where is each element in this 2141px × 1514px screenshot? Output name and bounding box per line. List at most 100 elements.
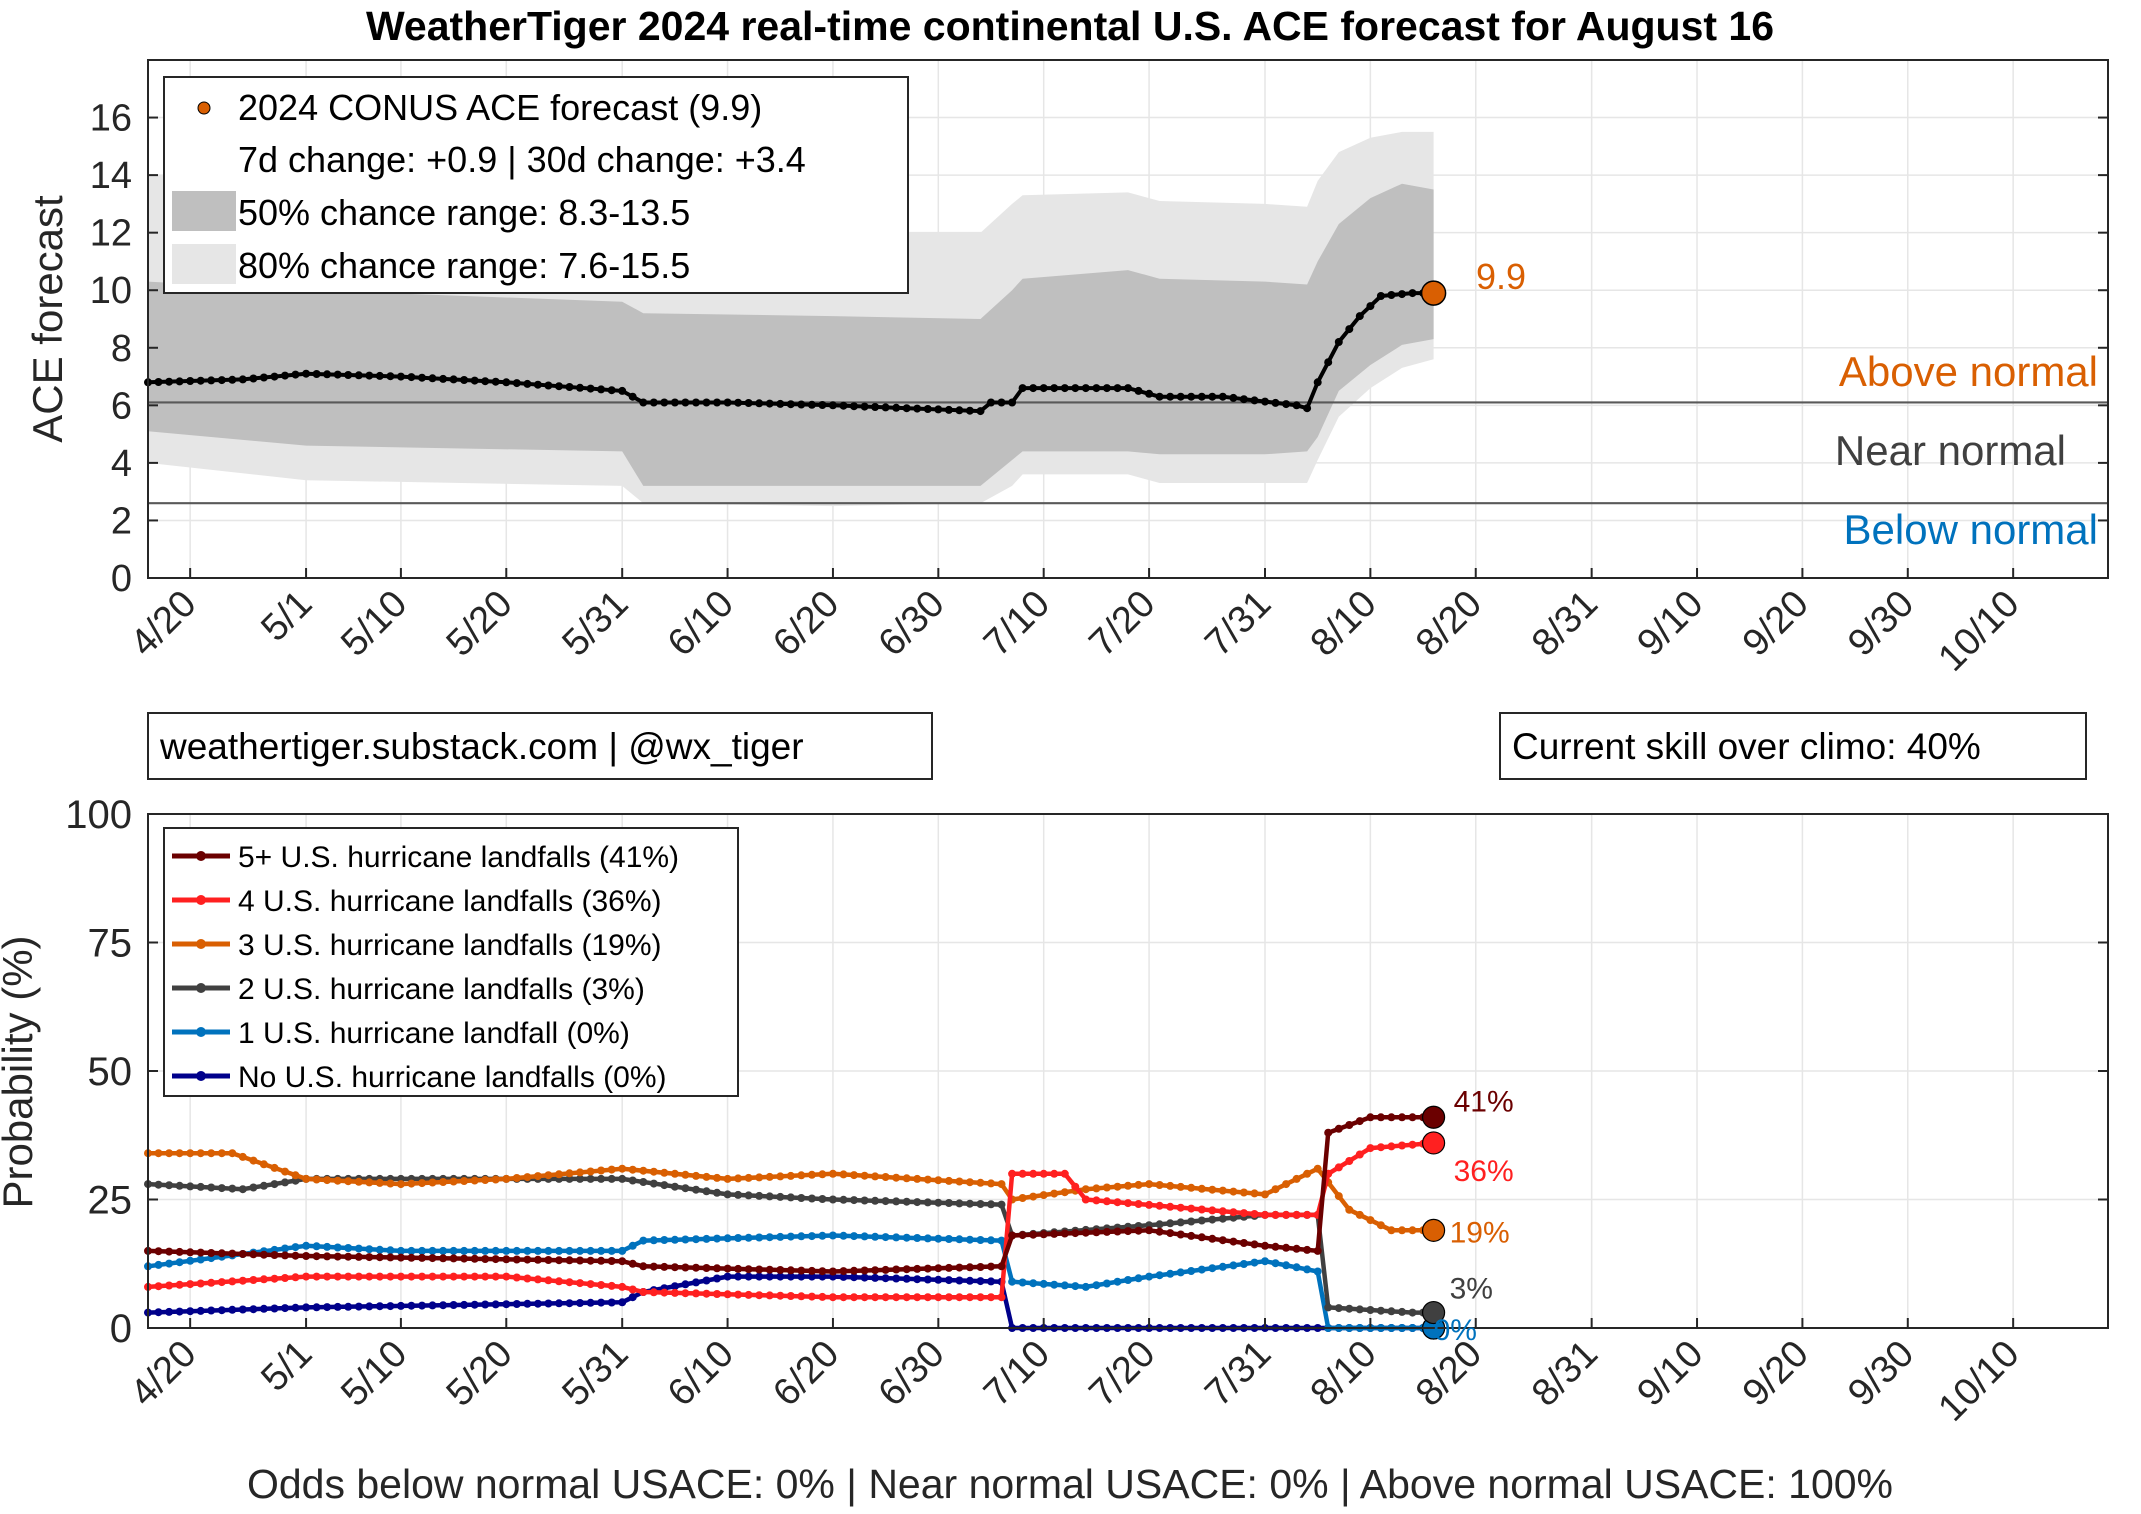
landfall-series-point <box>1218 1262 1227 1271</box>
landfall-series-point <box>196 1306 205 1315</box>
near-normal-label: Near normal <box>1835 427 2066 474</box>
ace-forecast-point <box>323 370 332 379</box>
landfall-series-point <box>1208 1234 1217 1243</box>
landfall-legend-entry: No U.S. hurricane landfalls (0%) <box>238 1061 667 1094</box>
landfall-series-point <box>892 1233 901 1242</box>
landfall-series-point <box>523 1173 532 1182</box>
landfall-series-point <box>997 1200 1006 1209</box>
ace-forecast-point <box>386 372 395 381</box>
landfall-series-point <box>607 1246 616 1255</box>
landfall-series-point <box>1355 1210 1364 1219</box>
landfall-series-point <box>375 1253 384 1262</box>
landfall-x-tick-label: 6/30 <box>871 1333 953 1415</box>
landfall-series-point <box>270 1274 279 1283</box>
landfall-series-point <box>1313 1246 1322 1255</box>
ace-forecast-point <box>1134 386 1143 395</box>
ace-forecast-point <box>618 386 627 395</box>
landfall-series-point <box>291 1273 300 1282</box>
landfall-series-point <box>396 1272 405 1281</box>
landfall-series-point <box>597 1256 606 1265</box>
landfall-series-point <box>618 1282 627 1291</box>
landfall-series-point <box>407 1246 416 1255</box>
landfall-y-axis-label: Probability (%) <box>0 935 41 1208</box>
landfall-series-point <box>565 1278 574 1287</box>
landfall-series-point <box>1018 1278 1027 1287</box>
landfall-series-point <box>428 1178 437 1187</box>
ace-forecast-point <box>850 402 858 411</box>
ace-forecast-point <box>154 378 163 386</box>
ace-forecast-point <box>765 399 774 408</box>
landfall-series-point <box>639 1262 648 1271</box>
landfall-legend-marker <box>196 895 206 905</box>
landfall-series-point <box>1176 1182 1185 1191</box>
landfall-series-point <box>386 1302 395 1311</box>
landfall-x-tick-label: 4/20 <box>123 1333 205 1415</box>
ace-legend-forecast: 2024 CONUS ACE forecast (9.9) <box>238 87 762 128</box>
landfall-series-point <box>670 1263 679 1272</box>
landfall-series-point <box>1145 1180 1154 1189</box>
landfall-legend-entry: 1 U.S. hurricane landfall (0%) <box>238 1017 630 1050</box>
landfall-series-point <box>776 1232 785 1241</box>
landfall-series-point <box>154 1149 163 1158</box>
ace-y-tick-label: 0 <box>111 558 132 600</box>
landfall-series-point <box>744 1272 753 1281</box>
landfall-series-point <box>1176 1268 1185 1277</box>
ace-forecast-point <box>576 383 584 392</box>
landfall-series-point <box>670 1282 679 1291</box>
ace-forecast-point <box>881 403 890 412</box>
landfall-series-point <box>281 1274 289 1282</box>
landfall-series-point <box>639 1288 648 1296</box>
landfall-series-point <box>597 1246 606 1255</box>
landfall-series-point <box>965 1293 974 1302</box>
ace-forecast-point <box>281 371 289 380</box>
landfall-series-point <box>1008 1231 1017 1240</box>
landfall-series-point <box>576 1246 584 1255</box>
landfall-series-point <box>1398 1226 1406 1235</box>
landfall-series-point <box>660 1262 669 1271</box>
landfall-series-point <box>628 1285 637 1294</box>
landfall-series-point <box>365 1302 374 1311</box>
landfall-series-point <box>923 1293 932 1302</box>
landfall-series-point <box>312 1242 321 1251</box>
landfall-y-tick-label: 0 <box>110 1307 132 1351</box>
landfall-series-point <box>965 1276 974 1285</box>
landfall-series-point <box>512 1174 521 1182</box>
landfall-series-point <box>449 1254 458 1263</box>
landfall-series-point <box>1187 1204 1196 1213</box>
landfall-series-point <box>871 1293 880 1302</box>
landfall-legend-entry: 3 U.S. hurricane landfalls (19%) <box>238 929 662 962</box>
landfall-y-tick-label: 100 <box>65 793 132 837</box>
landfall-series-point <box>533 1275 542 1284</box>
landfall-series-point <box>354 1302 363 1311</box>
landfall-legend-entry: 4 U.S. hurricane landfalls (36%) <box>238 885 662 918</box>
landfall-series-point <box>607 1281 616 1290</box>
landfall-series-point <box>586 1167 595 1176</box>
ace-forecast-point <box>1355 312 1364 321</box>
landfall-series-point <box>344 1244 353 1252</box>
landfall-series-point <box>418 1272 426 1281</box>
ace-legend-change: 7d change: +0.9 | 30d change: +3.4 <box>238 139 806 180</box>
landfall-end-label: 41% <box>1454 1085 1514 1118</box>
landfall-series-point <box>344 1302 353 1311</box>
landfall-series-point <box>1081 1282 1090 1291</box>
footer-odds: Odds below normal USACE: 0% | Near norma… <box>247 1461 1893 1507</box>
landfall-series-point <box>860 1266 869 1275</box>
landfall-series-point <box>302 1174 311 1183</box>
ace-legend: 2024 CONUS ACE forecast (9.9) 7d change:… <box>163 76 909 294</box>
landfall-legend-entry: 2 U.S. hurricane landfalls (3%) <box>238 973 645 1006</box>
ace-forecast-point <box>776 399 785 408</box>
landfall-series-point <box>249 1305 258 1314</box>
ace-x-ticks: 4/20 5/1 5/10 5/20 5/31 6/10 6/20 6/30 7/10 7/20 7… <box>123 568 2028 680</box>
landfall-series-point <box>692 1263 700 1272</box>
landfall-series-point <box>1102 1197 1111 1206</box>
landfall-series-point <box>628 1259 637 1268</box>
landfall-series-point <box>786 1232 795 1241</box>
landfall-x-tick-label: 9/20 <box>1735 1333 1817 1415</box>
landfall-series-point <box>1197 1233 1206 1242</box>
ace-forecast-point <box>418 373 426 382</box>
landfall-series-point <box>565 1174 574 1183</box>
landfall-series-point <box>228 1249 237 1258</box>
landfall-series-point <box>1008 1169 1017 1178</box>
landfall-series-point <box>238 1305 247 1314</box>
landfall-series-point <box>755 1265 764 1274</box>
